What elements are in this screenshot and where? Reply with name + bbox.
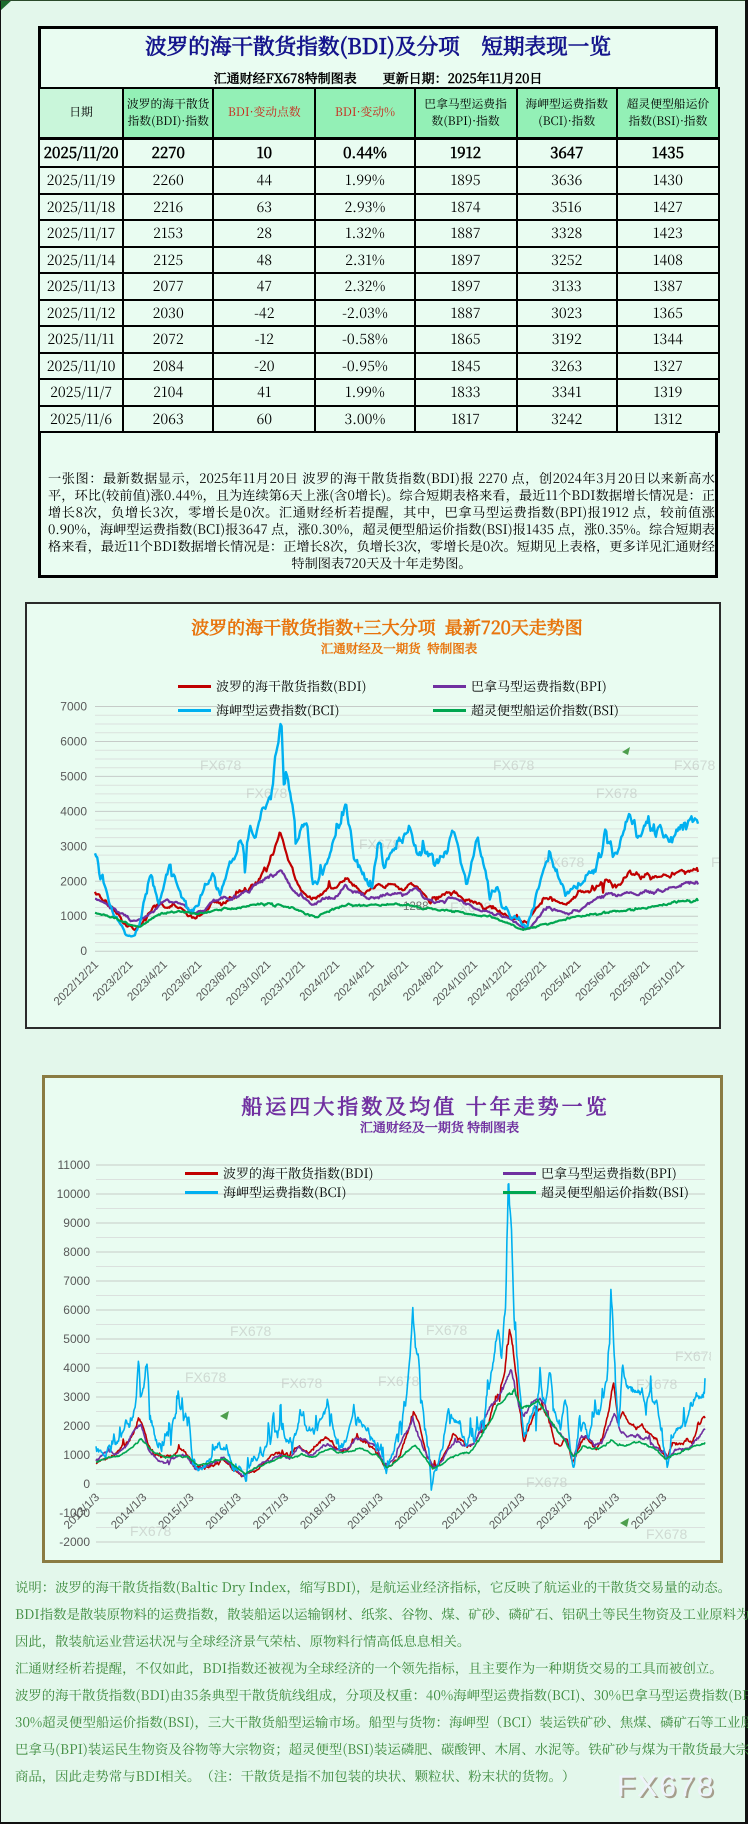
svg-text:FX678: FX678: [636, 1376, 677, 1392]
svg-text:3000: 3000: [63, 1390, 90, 1404]
svg-text:6000: 6000: [60, 735, 87, 749]
svg-text:FX678: FX678: [526, 1474, 567, 1490]
svg-text:FX678: FX678: [426, 1322, 467, 1338]
svg-text:6000: 6000: [63, 1303, 90, 1317]
svg-text:7000: 7000: [63, 1274, 90, 1288]
svg-text:FX678: FX678: [711, 854, 719, 870]
svg-text:FX678: FX678: [230, 1323, 271, 1339]
svg-text:FX678: FX678: [130, 1523, 171, 1539]
svg-text:2000: 2000: [63, 1419, 90, 1433]
svg-text:5000: 5000: [60, 769, 87, 783]
svg-text:4000: 4000: [60, 804, 87, 818]
svg-text:FX678: FX678: [246, 785, 287, 801]
svg-text:4000: 4000: [63, 1361, 90, 1375]
svg-text:FX678: FX678: [493, 757, 534, 773]
svg-text:2018/1/3: 2018/1/3: [298, 1492, 338, 1532]
svg-text:0: 0: [83, 1477, 90, 1491]
svg-text:2016/1/3: 2016/1/3: [204, 1492, 244, 1532]
svg-text:FX678: FX678: [281, 1375, 322, 1391]
svg-text:FX678: FX678: [200, 757, 241, 773]
svg-text:9000: 9000: [63, 1216, 90, 1230]
svg-text:7000: 7000: [60, 700, 87, 714]
svg-text:2022/12/21: 2022/12/21: [52, 959, 101, 1008]
svg-text:1000: 1000: [63, 1448, 90, 1462]
svg-text:2021/1/3: 2021/1/3: [440, 1492, 480, 1532]
svg-text:FX678: FX678: [185, 1369, 226, 1385]
svg-text:5000: 5000: [63, 1332, 90, 1346]
svg-text:1000: 1000: [60, 909, 87, 923]
svg-text:FX678: FX678: [646, 1526, 687, 1542]
svg-text:2017/1/3: 2017/1/3: [251, 1492, 291, 1532]
svg-text:11000: 11000: [58, 1158, 91, 1172]
svg-text:FX678: FX678: [596, 785, 637, 801]
svg-text:-2000: -2000: [59, 1535, 90, 1549]
svg-text:2000: 2000: [60, 874, 87, 888]
svg-text:-1000: -1000: [59, 1506, 90, 1520]
svg-text:3000: 3000: [60, 839, 87, 853]
svg-text:2024/1/3: 2024/1/3: [582, 1492, 622, 1532]
svg-text:2020/1/3: 2020/1/3: [393, 1492, 433, 1532]
svg-text:8000: 8000: [63, 1245, 90, 1259]
svg-text:FX678: FX678: [675, 1348, 711, 1364]
svg-text:FX678: FX678: [378, 1373, 419, 1389]
svg-text:10000: 10000: [57, 1187, 91, 1201]
svg-text:2022/1/3: 2022/1/3: [487, 1492, 527, 1532]
svg-text:2023/1/3: 2023/1/3: [535, 1492, 575, 1532]
svg-text:FX678: FX678: [674, 757, 715, 773]
svg-text:0: 0: [80, 944, 87, 958]
svg-text:2019/1/3: 2019/1/3: [346, 1492, 386, 1532]
